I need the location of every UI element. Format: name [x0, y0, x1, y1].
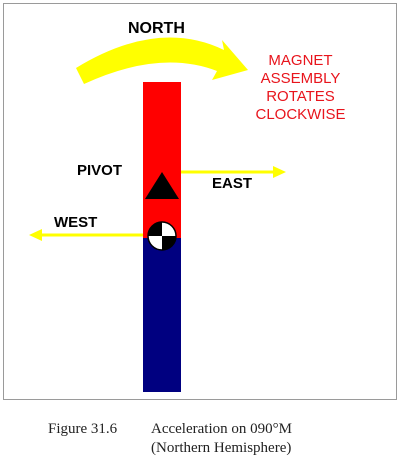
east-arrow-icon: [181, 166, 286, 178]
magnet-bar-north-half: [143, 82, 181, 238]
figure-caption: Figure 31.6 Acceleration on 090°M (Northe…: [48, 420, 292, 458]
note-line: ASSEMBLY: [260, 70, 341, 87]
rotation-note: MAGNET ASSEMBLY ROTATES CLOCKWISE: [238, 52, 363, 124]
figure-frame: [3, 3, 397, 400]
note-line: MAGNET: [268, 52, 333, 69]
west-arrow-icon: [29, 229, 143, 241]
caption-line-1: Acceleration on 090°M: [151, 421, 292, 437]
clockwise-rotation-arrow: [76, 37, 248, 84]
center-of-gravity-icon: [147, 221, 177, 251]
east-label: EAST: [212, 175, 253, 192]
pivot-triangle-icon: [145, 172, 179, 199]
note-line: CLOCKWISE: [255, 106, 346, 123]
figure-number: Figure 31.6: [48, 421, 118, 437]
compass-diagram: [29, 37, 286, 392]
pivot-label: PIVOT: [77, 162, 123, 179]
magnet-bar-south-half: [143, 238, 181, 392]
caption-line-2: (Northern Hemisphere): [151, 440, 292, 456]
north-label: NORTH: [128, 20, 185, 37]
west-label: WEST: [54, 214, 98, 231]
note-line: ROTATES: [266, 88, 335, 105]
